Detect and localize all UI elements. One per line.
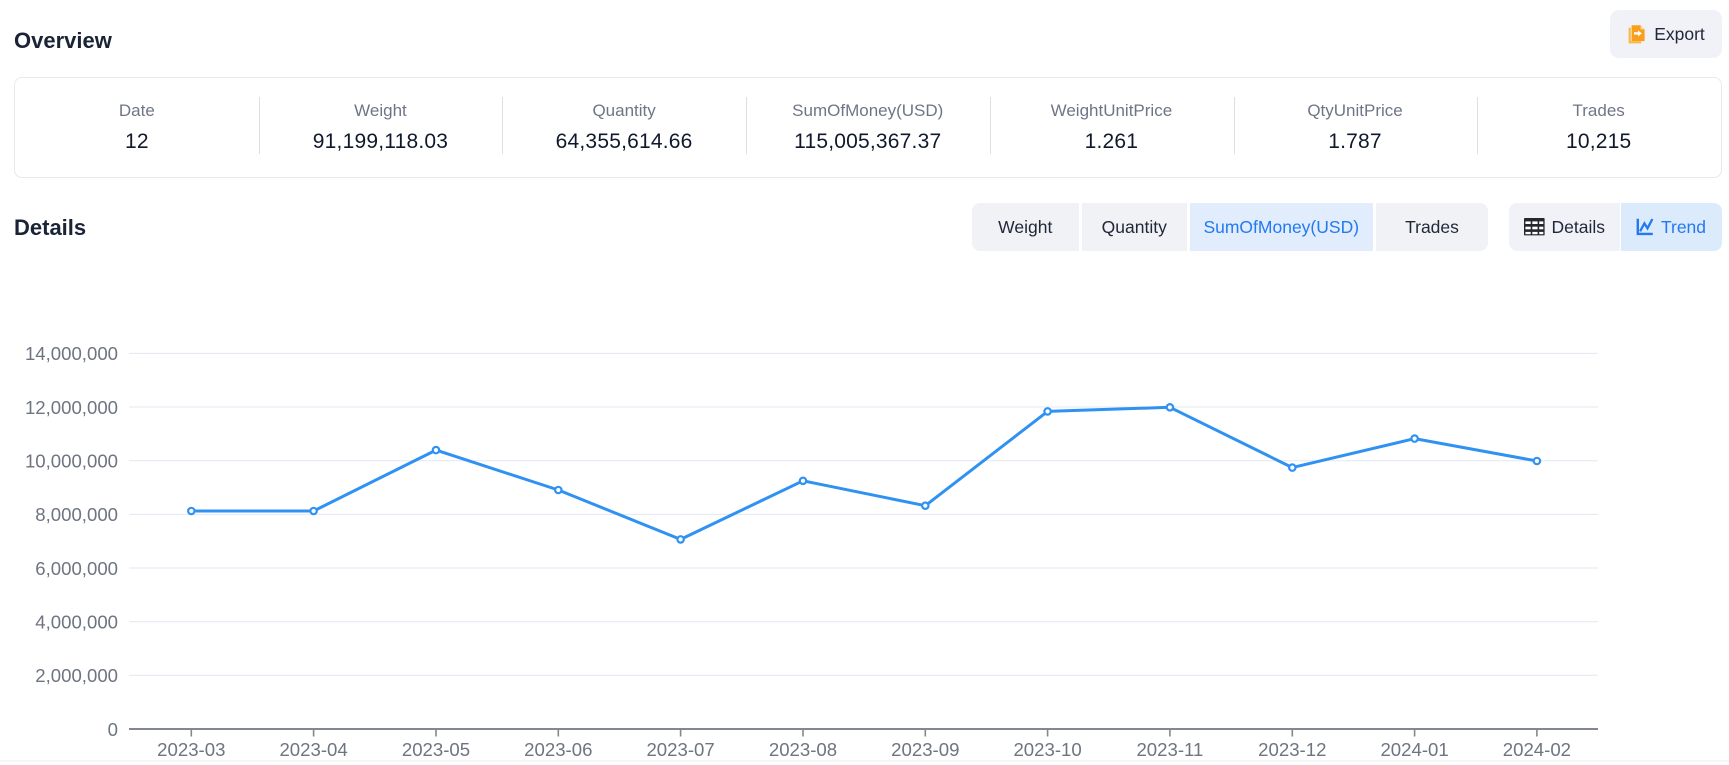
svg-text:8,000,000: 8,000,000	[35, 504, 118, 525]
svg-text:12,000,000: 12,000,000	[25, 397, 118, 418]
svg-text:14,000,000: 14,000,000	[25, 343, 118, 364]
svg-text:6,000,000: 6,000,000	[35, 558, 118, 579]
svg-text:2023-04: 2023-04	[279, 739, 347, 760]
svg-text:2023-07: 2023-07	[646, 739, 714, 760]
svg-text:4,000,000: 4,000,000	[35, 612, 118, 633]
svg-text:2023-10: 2023-10	[1013, 739, 1081, 760]
svg-text:2023-06: 2023-06	[524, 739, 592, 760]
svg-text:2024-01: 2024-01	[1380, 739, 1448, 760]
svg-text:2023-11: 2023-11	[1136, 739, 1203, 760]
svg-text:2023-09: 2023-09	[891, 739, 959, 760]
svg-text:2024-02: 2024-02	[1503, 739, 1571, 760]
svg-text:2023-05: 2023-05	[402, 739, 470, 760]
svg-text:0: 0	[108, 719, 118, 740]
svg-text:2023-08: 2023-08	[769, 739, 837, 760]
svg-text:2,000,000: 2,000,000	[35, 665, 118, 686]
svg-text:10,000,000: 10,000,000	[25, 451, 118, 472]
svg-text:2023-12: 2023-12	[1258, 739, 1326, 760]
svg-text:2023-03: 2023-03	[157, 739, 225, 760]
